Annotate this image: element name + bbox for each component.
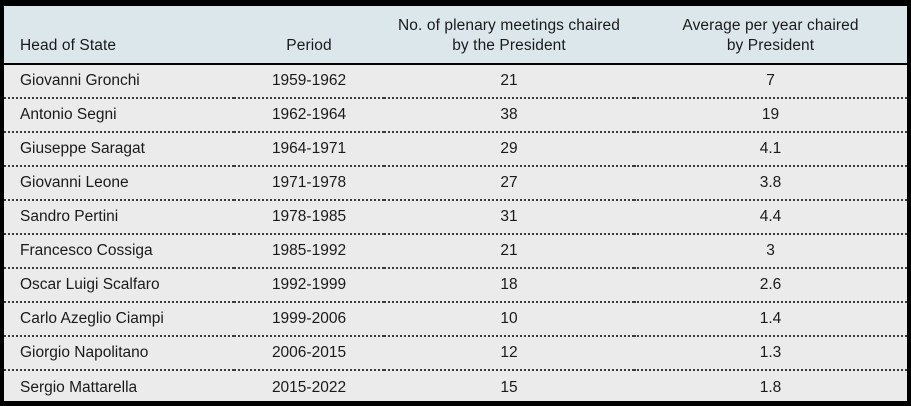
table-cell-average_per_year: 1.8 xyxy=(759,378,782,396)
table-cell-average_per_year: 3.8 xyxy=(759,174,782,191)
table-cell-head_of_state: Giovanni Leone xyxy=(20,174,129,191)
table-cell-meetings_chaired: 31 xyxy=(500,208,518,225)
table-cell-meetings_chaired: 18 xyxy=(500,276,518,293)
table-cell-period: 1962-1964 xyxy=(271,106,347,123)
table-cell-head_of_state: Oscar Luigi Scalfaro xyxy=(20,276,160,293)
table-cell-head_of_state: Antonio Segni xyxy=(20,106,117,123)
table-cell-period: 1985-1992 xyxy=(271,242,347,259)
table-row: Oscar Luigi Scalfaro 1992-1999 18 2.6 xyxy=(4,268,907,302)
table-cell-period: 1971-1978 xyxy=(271,174,347,191)
table-cell-average_per_year: 4.1 xyxy=(759,140,782,157)
table-cell-period: 1959-1962 xyxy=(271,72,347,89)
table-cell-period: 1964-1971 xyxy=(271,140,347,157)
table-cell-meetings_chaired: 29 xyxy=(500,140,518,157)
table-cell-head_of_state: Sergio Mattarella xyxy=(20,378,138,396)
table-cell-period: 2006-2015 xyxy=(271,344,347,361)
table-row: Carlo Azeglio Ciampi 1999-2006 10 1.4 xyxy=(4,302,907,336)
table-cell-meetings_chaired: 15 xyxy=(500,378,518,396)
table-cell-average_per_year: 1.4 xyxy=(759,310,782,327)
table-cell-head_of_state: Francesco Cossiga xyxy=(20,242,153,259)
table-cell-average_per_year: 3 xyxy=(766,242,775,259)
table-cell-period: 1999-2006 xyxy=(271,310,347,327)
presidents-plenary-table: Head of State Period No. of plenary meet… xyxy=(4,6,907,401)
table-cell-meetings_chaired: 38 xyxy=(500,106,518,123)
column-header-average-per-year: Average per year chaired by President xyxy=(682,17,859,54)
table-row: Giuseppe Saragat 1964-1971 29 4.1 xyxy=(4,132,907,166)
table-cell-head_of_state: Giovanni Gronchi xyxy=(20,72,140,89)
table-cell-average_per_year: 4.4 xyxy=(759,208,782,225)
table-cell-period: 1978-1985 xyxy=(271,208,347,225)
table-cell-meetings_chaired: 12 xyxy=(500,344,518,361)
table-row: Giovanni Gronchi 1959-1962 21 7 xyxy=(4,64,907,98)
table-cell-period: 1992-1999 xyxy=(271,276,347,293)
table-cell-head_of_state: Giorgio Napolitano xyxy=(20,344,149,361)
table-row: Giorgio Napolitano 2006-2015 12 1.3 xyxy=(4,336,907,370)
table-header-row: Head of State Period No. of plenary meet… xyxy=(4,6,907,64)
table-cell-meetings_chaired: 21 xyxy=(500,242,518,259)
table-row: Francesco Cossiga 1985-1992 21 3 xyxy=(4,234,907,268)
table-cell-meetings_chaired: 27 xyxy=(500,174,518,191)
table-cell-average_per_year: 19 xyxy=(761,106,780,123)
table-cell-meetings_chaired: 21 xyxy=(500,72,518,89)
table-header: Head of State Period No. of plenary meet… xyxy=(4,6,907,64)
table-row: Antonio Segni 1962-1964 38 19 xyxy=(4,98,907,132)
table-row: Sergio Mattarella 2015-2022 15 1.8 xyxy=(4,370,907,401)
table-cell-average_per_year: 2.6 xyxy=(759,276,782,293)
table-cell-head_of_state: Sandro Pertini xyxy=(20,208,119,225)
column-header-period: Period xyxy=(286,36,332,54)
table-row: Sandro Pertini 1978-1985 31 4.4 xyxy=(4,200,907,234)
column-header-head-of-state: Head of State xyxy=(20,36,117,54)
table-cell-period: 2015-2022 xyxy=(271,378,347,396)
table-cell-average_per_year: 1.3 xyxy=(759,344,782,361)
table-cell-head_of_state: Giuseppe Saragat xyxy=(20,140,145,157)
column-header-meetings-chaired: No. of plenary meetings chaired by the P… xyxy=(398,17,620,54)
table-row: Giovanni Leone 1971-1978 27 3.8 xyxy=(4,166,907,200)
table-body: Giovanni Gronchi 1959-1962 21 7 Antonio Segn… xyxy=(4,64,907,401)
table-cell-head_of_state: Carlo Azeglio Ciampi xyxy=(20,310,164,327)
table-cell-average_per_year: 7 xyxy=(766,72,775,89)
table-cell-meetings_chaired: 10 xyxy=(500,310,518,327)
